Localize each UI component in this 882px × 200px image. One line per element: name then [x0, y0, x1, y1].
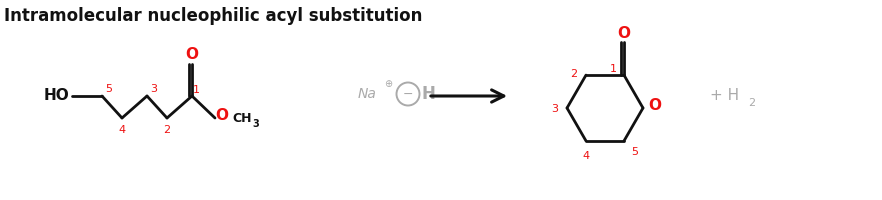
Text: 1: 1	[193, 85, 200, 95]
Text: 2: 2	[570, 69, 577, 79]
Text: Intramolecular nucleophilic acyl substitution: Intramolecular nucleophilic acyl substit…	[4, 7, 422, 25]
Text: O: O	[617, 26, 631, 41]
Text: 2: 2	[748, 98, 755, 108]
Text: CH: CH	[232, 112, 251, 124]
Text: 1: 1	[610, 64, 617, 74]
Text: 3: 3	[150, 84, 157, 94]
Text: 5: 5	[631, 147, 638, 157]
Text: O: O	[215, 108, 228, 123]
Text: O: O	[648, 98, 661, 112]
Text: Na: Na	[358, 87, 377, 101]
Text: 3: 3	[252, 118, 259, 129]
Text: HO: HO	[43, 88, 69, 104]
Text: 3: 3	[551, 104, 558, 114]
Text: 5: 5	[105, 84, 112, 94]
Text: + H: + H	[710, 88, 739, 104]
Text: 4: 4	[582, 151, 589, 161]
Text: 2: 2	[163, 125, 170, 135]
Text: ⊕: ⊕	[384, 79, 392, 89]
Text: 4: 4	[118, 125, 125, 135]
Text: O: O	[185, 47, 198, 62]
Text: −: −	[403, 88, 414, 100]
Text: H: H	[422, 85, 436, 103]
